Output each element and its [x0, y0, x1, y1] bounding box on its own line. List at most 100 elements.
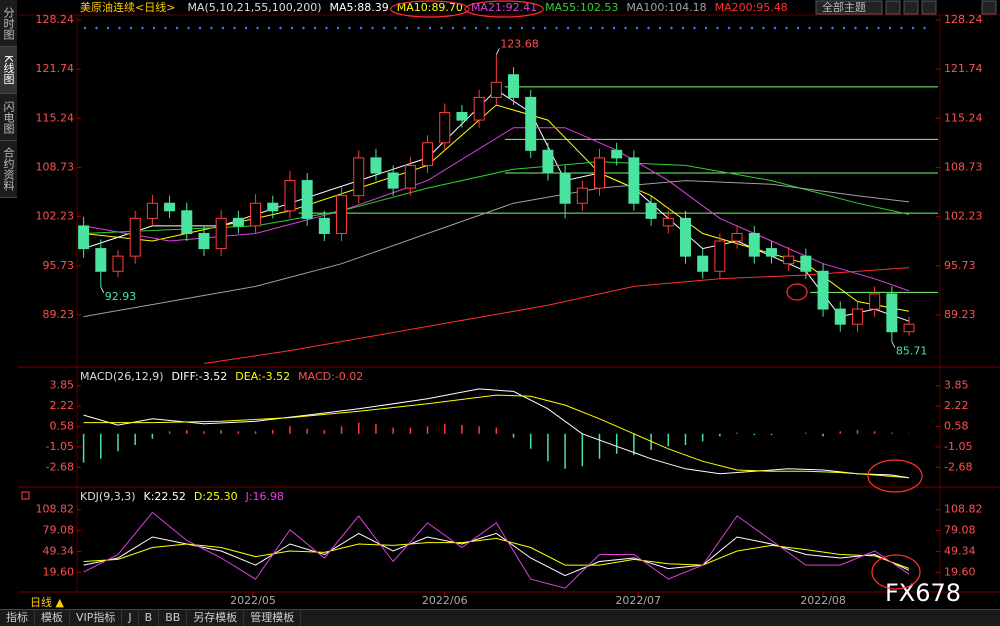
- icon[interactable]: [885, 0, 901, 15]
- sidebar-tab[interactable]: K线图: [0, 47, 17, 94]
- indicator-label: MA(5,10,21,55,100,200): [187, 1, 321, 14]
- sidebar-tab[interactable]: 合约资料: [0, 141, 17, 198]
- candle-body: [783, 255, 795, 265]
- chart: 全部主题 日线 ▲ FX678 89.23 89.23 95.73 95.73 102.…: [18, 0, 1000, 609]
- series-line: [83, 127, 910, 292]
- y-tick-label: 115.24: [36, 111, 75, 124]
- y-tick-label: 121.74: [36, 62, 75, 75]
- dot: [290, 26, 294, 30]
- y-tick-label: 128.24: [944, 13, 983, 26]
- series-line: [83, 104, 910, 312]
- dot: [796, 26, 800, 30]
- dot: [371, 26, 374, 30]
- candle-body: [456, 112, 468, 121]
- candle-body: [800, 255, 812, 272]
- y-tick-label: 128.24: [36, 13, 75, 26]
- tab[interactable]: 指标: [0, 610, 35, 626]
- annotation: 85.71: [896, 344, 928, 357]
- tab[interactable]: J: [122, 610, 139, 626]
- y-tick-label: 115.24: [944, 111, 983, 124]
- highlight: [867, 459, 923, 493]
- dot: [129, 26, 133, 30]
- candle-body: [439, 112, 451, 144]
- dot: [543, 26, 547, 30]
- candle-body: [112, 255, 124, 272]
- candle-body: [559, 172, 571, 204]
- dot: [463, 26, 466, 30]
- candle-body: [576, 187, 588, 204]
- candle-body: [284, 180, 296, 212]
- dot: [865, 26, 869, 30]
- dot: [808, 26, 811, 30]
- dot: [578, 26, 581, 30]
- dot: [877, 26, 880, 30]
- dot: [486, 26, 489, 30]
- icon[interactable]: [921, 0, 937, 15]
- watermark: FX678: [885, 579, 961, 607]
- candle-body: [490, 81, 502, 98]
- annotation-tick: [891, 341, 896, 348]
- dot: [164, 26, 167, 30]
- candle-body: [662, 217, 674, 227]
- series-line: [83, 537, 910, 569]
- sidebar-tab[interactable]: 闪电图: [0, 94, 17, 141]
- y-tick-label: 108.82: [944, 503, 983, 516]
- dot: [601, 26, 604, 30]
- y-tick-label: 95.73: [944, 259, 976, 272]
- dot: [359, 26, 363, 30]
- dot: [244, 26, 248, 30]
- tab[interactable]: 模板: [35, 610, 70, 626]
- y-tick-label: 108.73: [944, 160, 983, 173]
- candle-body: [387, 172, 399, 189]
- tab[interactable]: VIP指标: [70, 610, 123, 626]
- sidebar-tab[interactable]: 分时图: [0, 0, 17, 47]
- dot: [336, 26, 340, 30]
- x-tick-label: 2022/08: [800, 594, 846, 607]
- candle-body: [817, 270, 829, 310]
- icon[interactable]: [981, 0, 997, 15]
- tab[interactable]: 另存模板: [187, 610, 245, 626]
- candle-body: [95, 248, 107, 272]
- series-line: [83, 511, 910, 589]
- dot: [325, 26, 328, 30]
- tab[interactable]: BB: [159, 610, 188, 626]
- dot: [900, 26, 903, 30]
- tab[interactable]: B: [139, 610, 160, 626]
- icon[interactable]: [903, 0, 919, 15]
- highlight: [464, 0, 544, 18]
- tab-bar: 指标 模板 VIP指标 J B BB 另存模板 管理模板: [0, 609, 1000, 626]
- y-tick-label: 49.34: [43, 544, 75, 557]
- dot: [221, 26, 225, 30]
- theme-button[interactable]: [815, 0, 883, 15]
- dot: [302, 26, 305, 30]
- y-tick-label: -1.05: [944, 440, 972, 453]
- y-tick-label: 19.60: [43, 565, 75, 578]
- y-tick-label: -2.68: [944, 460, 972, 473]
- dot: [382, 26, 386, 30]
- dot: [854, 26, 857, 30]
- x-tick-label: 2022/07: [615, 594, 661, 607]
- dot: [95, 26, 98, 30]
- y-tick-label: 0.58: [50, 420, 75, 433]
- candle-body: [370, 157, 382, 174]
- dot: [141, 26, 144, 30]
- series-line: [83, 388, 910, 479]
- candle-body: [851, 308, 863, 325]
- dot: [612, 26, 616, 30]
- y-tick-label: 3.85: [944, 379, 969, 392]
- dot: [198, 26, 202, 30]
- highlight: [871, 554, 921, 590]
- dot: [210, 26, 213, 30]
- dot: [888, 26, 892, 30]
- candle-body: [765, 248, 777, 257]
- dot: [451, 26, 455, 30]
- dot: [267, 26, 271, 30]
- dot: [405, 26, 409, 30]
- dot: [589, 26, 593, 30]
- dot: [555, 26, 558, 30]
- dot: [762, 26, 765, 30]
- dot: [704, 26, 708, 30]
- candle-body: [301, 180, 313, 219]
- dot: [394, 26, 397, 30]
- tab[interactable]: 管理模板: [244, 610, 302, 626]
